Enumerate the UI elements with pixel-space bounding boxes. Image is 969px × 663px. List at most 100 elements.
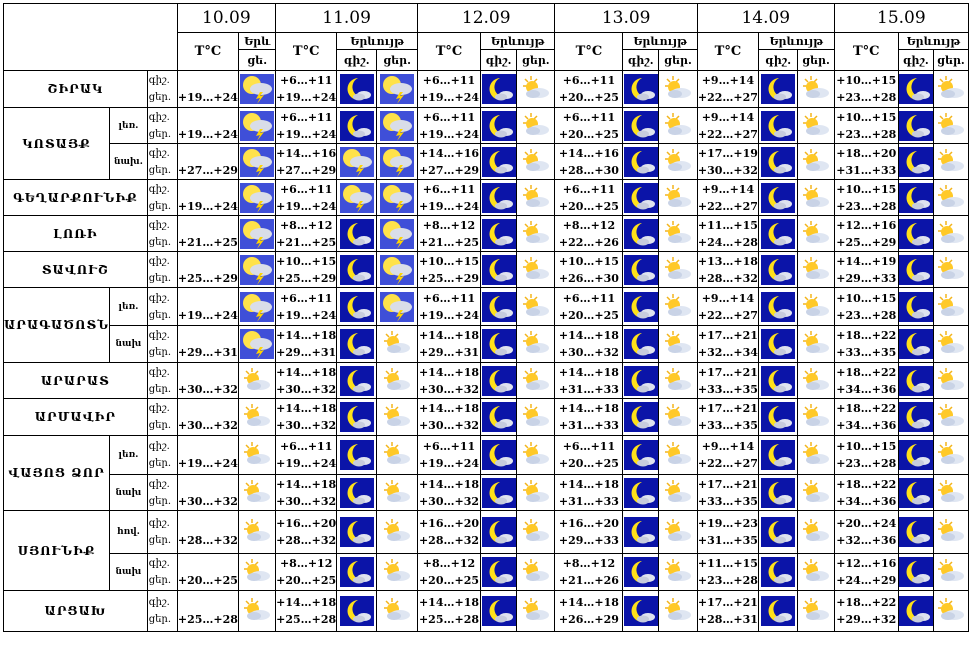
day-temperature: +23…+28 <box>697 574 758 587</box>
day-temperature: +23…+28 <box>836 308 897 322</box>
moon-cloud-icon <box>899 218 933 249</box>
day-temperature: +22…+27 <box>697 308 758 322</box>
day-temperature: +19…+24 <box>177 91 238 104</box>
weather-icon-cell <box>897 179 934 216</box>
night-temperature: +9…+14 <box>701 74 755 87</box>
sun-cloud-icon <box>799 517 833 547</box>
temperature-cell: +17…+21 +33…+35 <box>696 362 759 399</box>
temperature-cell: +10…+15 +25…+29 <box>275 251 338 288</box>
night-temperature: +18…+22 <box>836 402 897 415</box>
weather-icon-cell <box>336 287 378 326</box>
temperature-cell: +14…+18 +30…+32 <box>554 325 624 363</box>
sun-cloud-icon <box>934 402 967 432</box>
weather-icon-cell <box>336 590 378 632</box>
night-temperature: +14…+18 <box>558 596 619 609</box>
sun-cloud-icon <box>660 292 697 322</box>
weather-icon-cell <box>516 179 556 216</box>
weather-icon-cell <box>932 435 969 475</box>
weather-icon-cell <box>516 362 556 399</box>
weather-icon-cell <box>516 510 556 554</box>
sun-cloud-icon <box>934 557 967 587</box>
temperature-cell: +10…+15 +25…+29 <box>417 251 481 288</box>
weather-icon-cell <box>658 143 698 180</box>
sun-cloud-icon <box>934 478 967 508</box>
day-label: ցեր. <box>148 164 172 176</box>
weather-icon-cell <box>932 590 969 632</box>
temperature-cell: +27…+29 <box>176 143 240 180</box>
weather-icon-cell <box>376 251 419 288</box>
night-temperature: +18…+20 <box>836 146 897 160</box>
sun-cloud-icon <box>518 440 554 470</box>
weather-icon-cell <box>797 70 835 108</box>
temperature-cell: +10…+15 +23…+28 <box>833 107 899 144</box>
weather-icon-cell <box>797 398 835 436</box>
temperature-cell: +14…+18 +30…+32 <box>275 398 338 436</box>
temperature-cell: +10…+15 +26…+30 <box>554 251 624 288</box>
temperature-cell: +14…+18 +30…+32 <box>275 474 338 511</box>
day-temperature: +28…+30 <box>558 163 619 177</box>
moon-cloud-icon <box>481 557 516 587</box>
day-label: ցեր. <box>148 128 172 140</box>
day-label: ցեր. <box>148 495 172 507</box>
weather-icon-cell <box>797 510 835 554</box>
thunderstorm-icon <box>378 291 417 322</box>
temperature-cell: +14…+18 +25…+28 <box>417 590 481 632</box>
moon-cloud-icon <box>623 74 658 104</box>
day-temperature: +19…+24 <box>177 199 238 213</box>
sun-cloud-icon <box>799 183 833 213</box>
sun-cloud-icon <box>799 111 833 141</box>
temperature-cell: +14…+18 +31…+33 <box>554 398 624 436</box>
night-day-labels: գիշ. ցեր. <box>146 107 178 144</box>
weather-icon-cell <box>336 325 378 363</box>
sun-cloud-icon <box>378 557 417 587</box>
weather-icon-cell <box>932 143 969 180</box>
weather-icon-cell <box>658 179 698 216</box>
region-name: ԱՐՄԱՎԻՐ <box>3 398 148 436</box>
region-name: ԱՐԱԳԱԾՈՏՆ <box>2 287 111 363</box>
temperature-cell: +8…+12 +20…+25 <box>275 553 338 591</box>
night-day-labels: գիշ. ցեր. <box>146 251 178 288</box>
night-temperature: +10…+15 <box>276 254 337 268</box>
day-label: ցեր. <box>148 458 172 469</box>
moon-cloud-icon <box>899 365 933 396</box>
moon-cloud-icon <box>623 218 658 249</box>
moon-cloud-icon <box>899 517 933 547</box>
day-temperature: +32…+34 <box>697 346 758 359</box>
night-temperature: +18…+22 <box>836 329 897 342</box>
moon-cloud-icon <box>623 517 658 547</box>
thunderstorm-icon <box>240 254 275 285</box>
night-temperature: +9…+14 <box>701 291 755 305</box>
weather-icon-cell <box>897 107 934 144</box>
weather-icon-cell <box>897 435 934 475</box>
moon-cloud-icon <box>338 440 376 470</box>
sun-cloud-icon <box>934 111 967 141</box>
day-temperature: +21…+25 <box>418 235 480 249</box>
temperature-cell: +9…+14 +22…+27 <box>696 107 759 144</box>
moon-cloud-icon <box>899 329 933 359</box>
weather-icon-cell <box>757 325 799 363</box>
day-temperature: +28…+32 <box>418 534 480 547</box>
forecast-table: 10.09 11.09 12.09 13.09 14.09 15.09 T°C … <box>2 3 969 632</box>
table-row: նախ գիշ. ցեր. +20…+25 +8…+12 +20…+25 +8…+12 +2… <box>4 553 969 591</box>
sun-cloud-icon <box>799 402 833 432</box>
night-temperature: +6…+11 <box>562 110 616 124</box>
moon-cloud-icon <box>759 477 796 508</box>
weather-icon-cell <box>376 179 419 216</box>
moon-cloud-icon <box>759 218 796 249</box>
weather-icon-cell <box>622 474 660 511</box>
sun-cloud-icon <box>518 478 554 508</box>
temperature-cell: +6…+11 +19…+24 <box>417 107 481 144</box>
weather-icon-cell <box>658 362 698 399</box>
sun-cloud-icon <box>378 440 417 470</box>
night-day-labels: գիշ. ցեր. <box>146 287 178 326</box>
region-name: ՏԱՎՈՒՇ <box>3 251 148 288</box>
weather-icon-cell <box>516 143 556 180</box>
day-temperature: +30…+32 <box>276 494 337 508</box>
weather-icon-cell <box>479 143 518 180</box>
night-temperature: +6…+11 <box>279 291 333 305</box>
day-temperature: +20…+25 <box>558 91 619 104</box>
weather-icon-cell <box>897 143 934 180</box>
region-name: ԼՈՌԻ <box>3 215 148 252</box>
weather-icon-cell <box>658 287 698 326</box>
day-temperature: +24…+29 <box>836 574 897 587</box>
